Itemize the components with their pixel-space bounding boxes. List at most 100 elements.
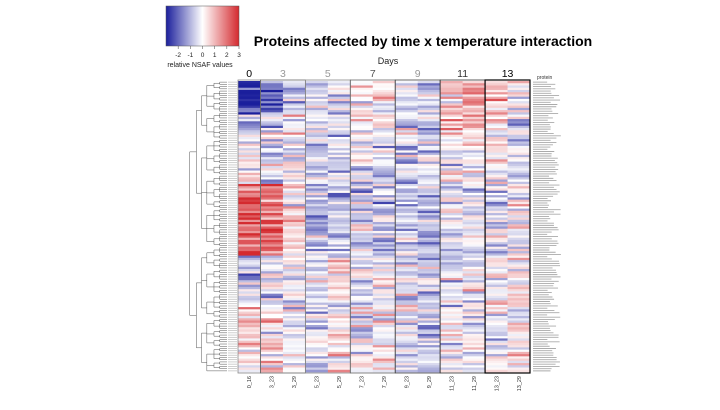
heatmap-cell: [305, 230, 329, 234]
heatmap-cell: [485, 363, 508, 366]
heatmap-cell: [485, 222, 508, 225]
heatmap-cell: [440, 324, 464, 328]
heatmap-cell: [260, 253, 284, 256]
heatmap-cell: [462, 145, 486, 149]
colorbar-tick-label: 2: [225, 52, 229, 59]
heatmap-cell: [462, 255, 486, 259]
heatmap-cell: [462, 262, 486, 265]
heatmap-cell: [372, 119, 396, 122]
heatmap-cell: [350, 222, 374, 225]
heatmap-cell: [350, 128, 374, 131]
heatmap-cell: [350, 183, 374, 187]
heatmap-cell: [440, 210, 464, 214]
heatmap-cell: [507, 230, 531, 234]
heatmap-cell: [282, 342, 306, 346]
heatmap-cell: [395, 300, 419, 304]
heatmap-cell: [350, 103, 374, 107]
heatmap-cell: [395, 101, 419, 104]
heatmap-cell: [417, 85, 441, 89]
heatmap-cell: [327, 128, 351, 131]
heatmap-cell: [485, 239, 508, 243]
heatmap-cell: [327, 329, 351, 333]
heatmap-cell: [485, 277, 508, 281]
heatmap-cell: [305, 282, 329, 286]
heatmap-cell: [507, 298, 531, 301]
heatmap-cell: [327, 112, 351, 115]
heatmap-cell: [462, 358, 486, 362]
colorbar-tick-label: 1: [213, 52, 217, 59]
heatmap-cell: [417, 324, 441, 328]
heatmap-cell: [440, 237, 464, 241]
heatmap-cell: [238, 322, 261, 326]
heatmap-cell: [260, 134, 284, 138]
heatmap-cell: [260, 210, 284, 214]
heatmap-cell: [260, 266, 284, 270]
heatmap-cell: [417, 210, 441, 214]
heatmap-cell: [372, 327, 396, 330]
heatmap-cell: [440, 103, 464, 107]
heatmap-cell: [395, 367, 419, 371]
heatmap-cell: [395, 141, 419, 145]
heatmap-cell: [417, 92, 441, 95]
heatmap-cell: [282, 107, 306, 111]
heatmap-cell: [507, 271, 531, 274]
heatmap-cell: [305, 85, 329, 89]
heatmap-cell: [372, 271, 396, 274]
heatmap-cell: [417, 197, 441, 201]
heatmap-cell: [507, 105, 531, 109]
heatmap-cell: [417, 351, 441, 355]
heatmap-cell: [395, 307, 419, 310]
heatmap-cell: [440, 320, 464, 324]
heatmap-cell: [462, 253, 486, 256]
heatmap-cell: [395, 157, 419, 160]
colorbar-tick-label: 0: [201, 52, 205, 59]
heatmap-cell: [485, 181, 508, 185]
heatmap-cell: [327, 233, 351, 236]
heatmap-cell: [260, 322, 284, 326]
heatmap-cell: [260, 123, 284, 127]
heatmap-cell: [305, 101, 329, 104]
heatmap-cell: [238, 92, 261, 95]
heatmap-cell: [260, 289, 284, 292]
day-label: 11: [457, 68, 468, 80]
heatmap-cell: [260, 224, 284, 227]
heatmap-cell: [372, 101, 396, 104]
heatmap-cell: [305, 262, 329, 265]
heatmap-cell: [372, 177, 396, 180]
heatmap-cell: [305, 170, 329, 174]
heatmap-cell: [305, 219, 329, 223]
heatmap-cell: [260, 320, 284, 324]
heatmap-cell: [327, 201, 351, 205]
heatmap-cell: [462, 291, 486, 295]
heatmap-cell: [282, 148, 306, 151]
heatmap-cell: [238, 123, 261, 127]
heatmap-cell: [440, 260, 464, 263]
heatmap-cell: [260, 291, 284, 295]
heatmap-cell: [462, 141, 486, 145]
heatmap-cell: [462, 289, 486, 292]
heatmap-cell: [440, 235, 464, 239]
heatmap-cell: [260, 222, 284, 225]
heatmap-cell: [372, 110, 396, 113]
heatmap-cell: [440, 148, 464, 151]
heatmap-cell: [238, 286, 261, 290]
heatmap-cell: [282, 170, 306, 174]
heatmap-cell: [305, 190, 329, 194]
heatmap-cell: [462, 112, 486, 115]
heatmap-cell: [440, 219, 464, 223]
heatmap-cell: [372, 345, 396, 348]
heatmap-cell: [305, 251, 329, 254]
heatmap-cell: [507, 282, 531, 286]
heatmap-cell: [507, 304, 531, 308]
heatmap-cell: [417, 244, 441, 248]
heatmap-cell: [372, 170, 396, 174]
heatmap-cell: [238, 333, 261, 337]
heatmap-cell: [417, 235, 441, 239]
heatmap-cell: [417, 300, 441, 304]
heatmap-cell: [372, 280, 396, 283]
heatmap-cell: [350, 125, 374, 129]
heatmap-cell: [327, 87, 351, 91]
heatmap-cell: [327, 242, 351, 245]
heatmap-cell: [440, 107, 464, 111]
